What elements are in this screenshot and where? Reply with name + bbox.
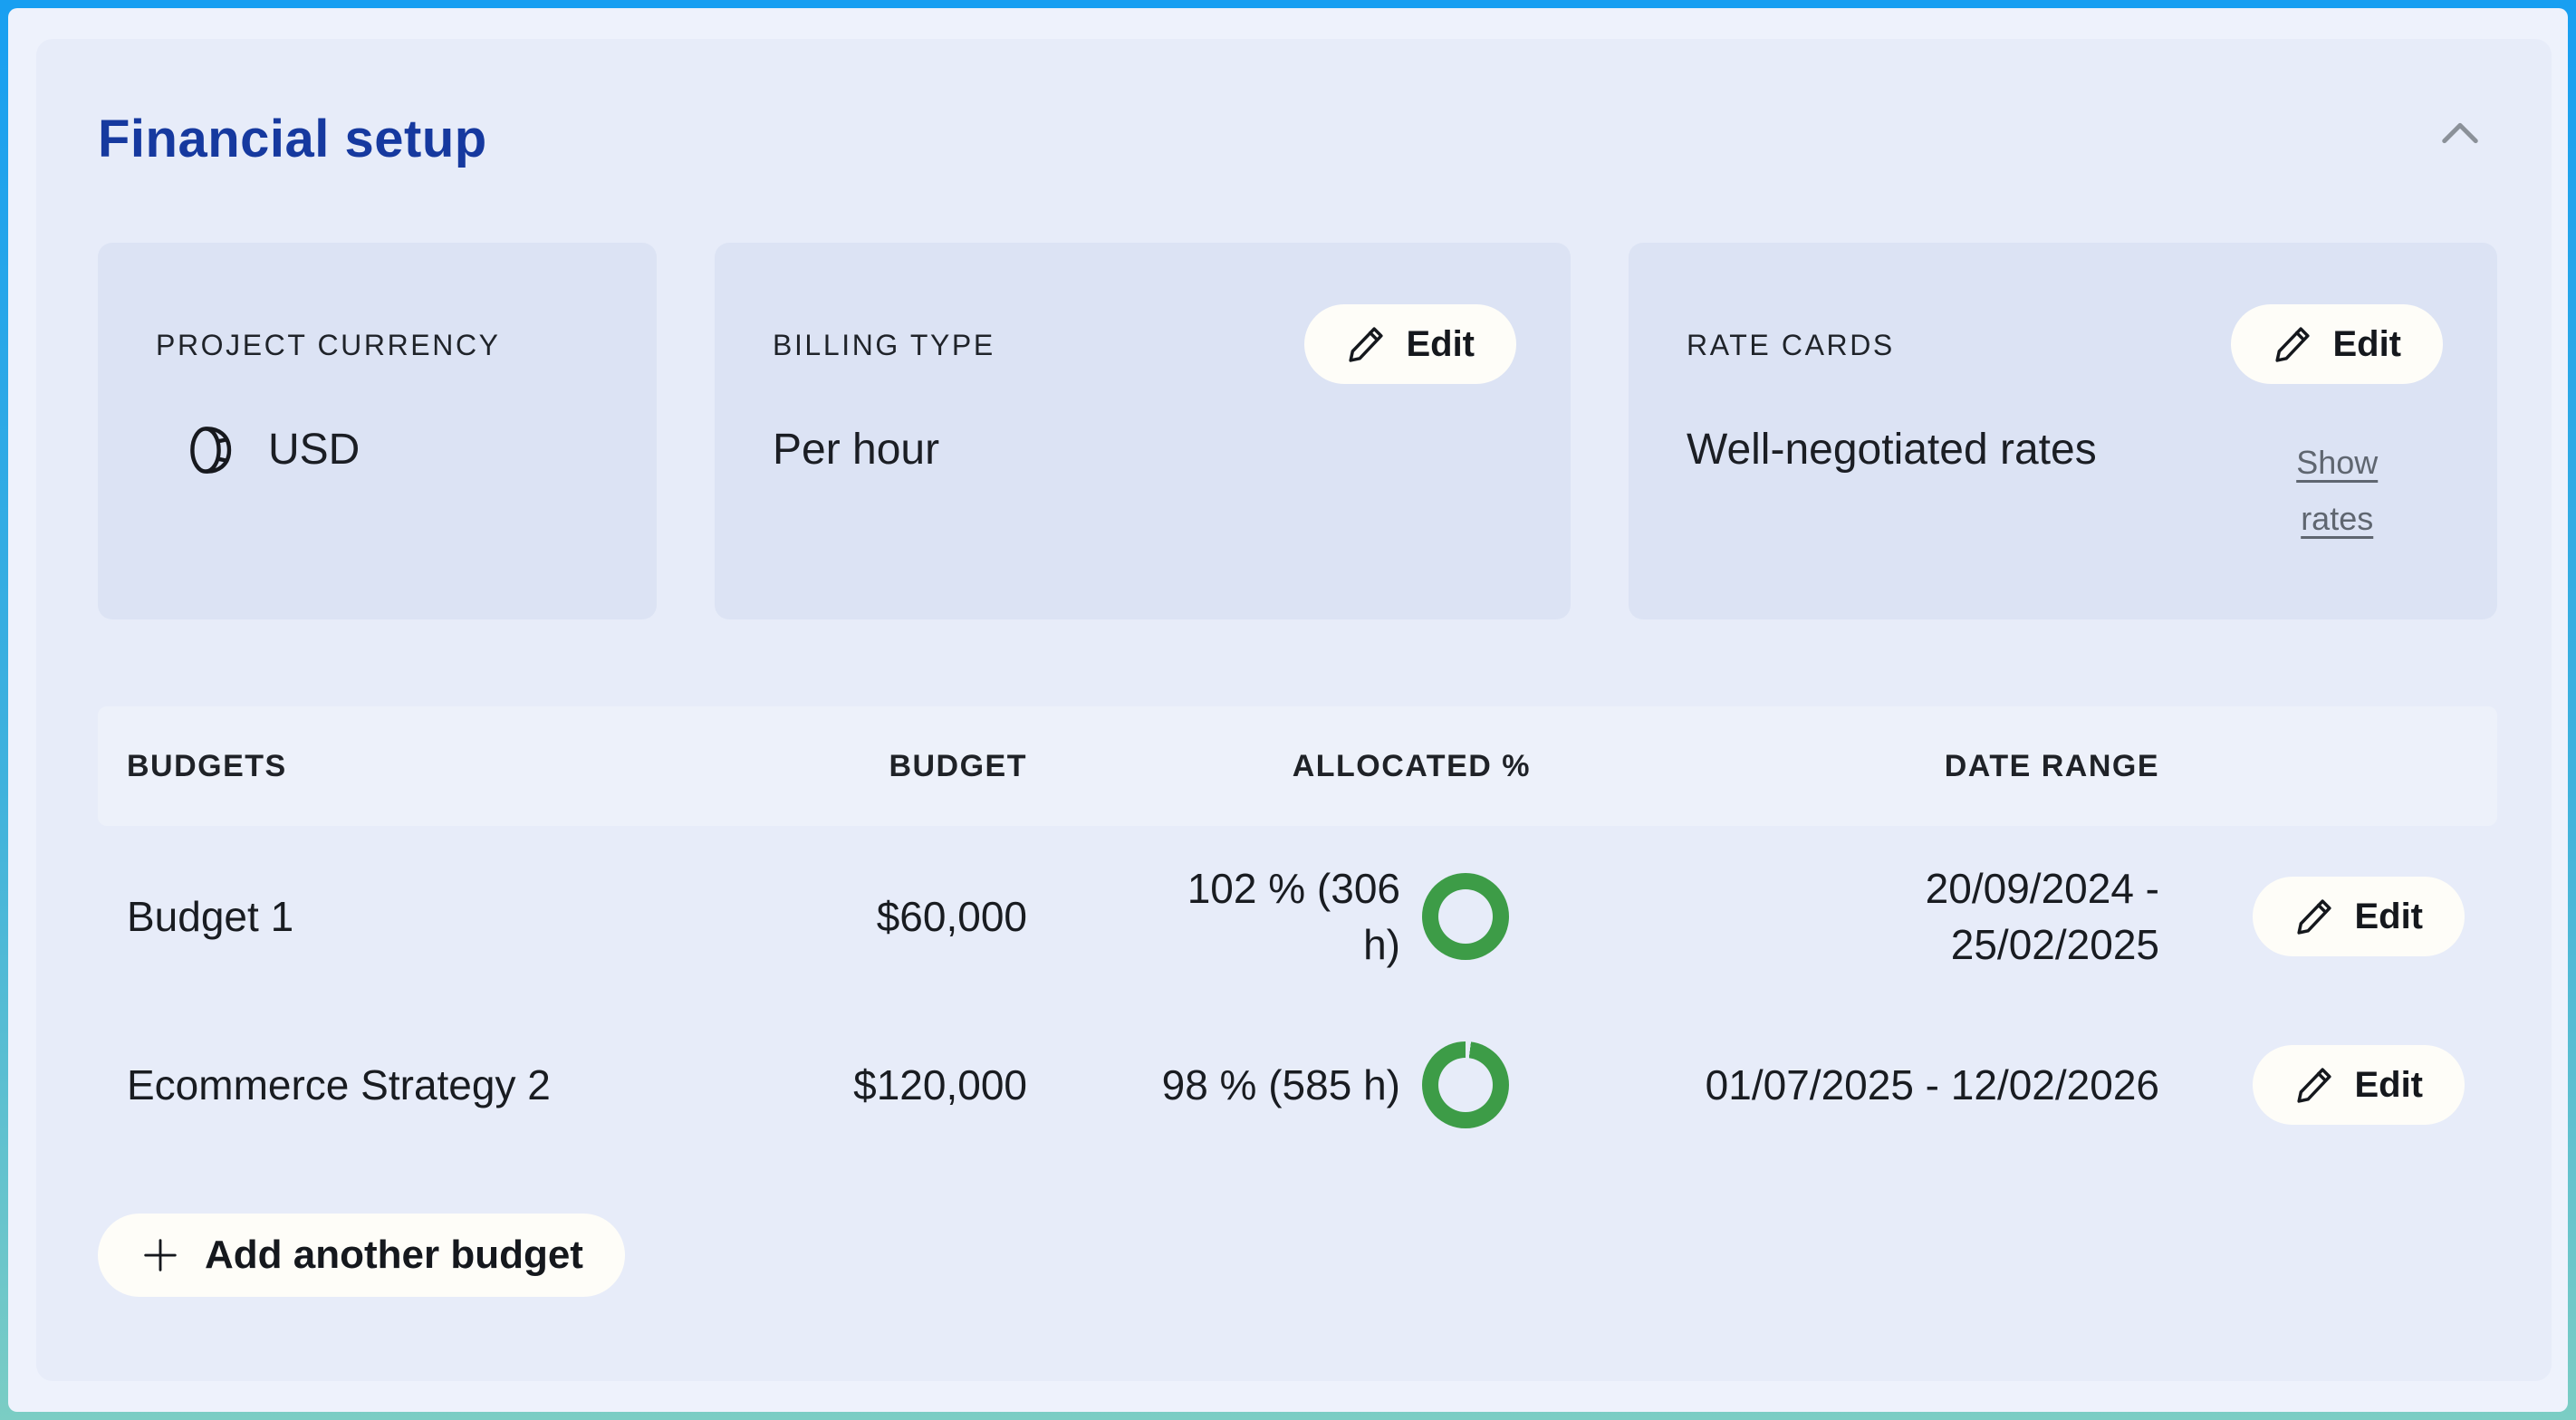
pencil-icon: [2294, 897, 2334, 936]
budgets-table-header: BUDGETS BUDGET ALLOCATED % DATE RANGE: [98, 706, 2497, 826]
budget-name: Ecommerce Strategy 2: [127, 1061, 551, 1108]
rate-cards-actions: Edit Show rates: [2231, 304, 2443, 547]
budget-amount: $120,000: [853, 1061, 1027, 1108]
edit-button-label: Edit: [1406, 323, 1475, 364]
plus-icon: [139, 1234, 181, 1276]
billing-type-tile: BILLING TYPE Per hour Edit: [715, 243, 1571, 619]
edit-button-label: Edit: [2354, 896, 2423, 936]
chevron-up-icon: [2439, 122, 2481, 149]
rate-cards-value: Well-negotiated rates: [1687, 426, 2097, 474]
budget-amount: $60,000: [876, 893, 1027, 940]
project-currency-content: PROJECT CURRENCY USD: [156, 304, 501, 489]
rate-cards-content: RATE CARDS Well-negotiated rates: [1687, 304, 2097, 489]
date-range: 01/07/2025 - 12/02/2026: [1705, 1061, 2159, 1108]
card-header: Financial setup: [98, 107, 2497, 172]
project-currency-value-row: USD: [156, 411, 501, 489]
billing-type-edit-button[interactable]: Edit: [1304, 304, 1516, 384]
billing-type-content: BILLING TYPE Per hour: [773, 304, 995, 489]
collapse-section-button[interactable]: [2439, 120, 2481, 147]
allocated-percent: 102 % (306 h): [1187, 865, 1400, 968]
header-budgets: BUDGETS: [127, 748, 287, 783]
table-row: Ecommerce Strategy 2 $120,000 98 % (585 …: [98, 1007, 2497, 1163]
show-rates-link[interactable]: Show rates: [2296, 444, 2379, 537]
billing-type-actions: Edit: [1304, 304, 1516, 384]
header-budget: BUDGET: [889, 748, 1027, 783]
date-range: 20/09/2024 - 25/02/2025: [1925, 865, 2159, 968]
page-background-panel: Financial setup PROJECT CURRENCY: [8, 8, 2568, 1412]
rate-cards-edit-button[interactable]: Edit: [2231, 304, 2443, 384]
row-actions: Edit: [2159, 877, 2497, 956]
header-date-range: DATE RANGE: [1944, 748, 2159, 783]
budget-edit-button[interactable]: Edit: [2253, 877, 2465, 956]
budget-edit-button[interactable]: Edit: [2253, 1045, 2465, 1125]
budget-name: Budget 1: [127, 893, 294, 940]
info-tiles: PROJECT CURRENCY USD: [98, 243, 2497, 619]
pencil-icon: [2294, 1065, 2334, 1105]
billing-type-value: Per hour: [773, 426, 940, 474]
project-currency-tile: PROJECT CURRENCY USD: [98, 243, 657, 619]
currency-code: USD: [268, 426, 360, 474]
allocation-donut-cell: [1400, 873, 1531, 960]
coin-icon: [188, 423, 234, 477]
add-another-budget-button[interactable]: Add another budget: [98, 1214, 625, 1297]
edit-button-label: Edit: [2332, 323, 2401, 364]
table-row: Budget 1 $60,000 102 % (306 h) 20/09/202…: [98, 826, 2497, 1007]
billing-type-label: BILLING TYPE: [773, 328, 995, 361]
edit-button-label: Edit: [2354, 1064, 2423, 1105]
rate-cards-tile: RATE CARDS Well-negotiated rates Edit: [1629, 243, 2497, 619]
section-title: Financial setup: [98, 110, 487, 168]
row-actions: Edit: [2159, 1045, 2497, 1125]
allocated-percent: 98 % (585 h): [1161, 1061, 1400, 1108]
financial-setup-card: Financial setup PROJECT CURRENCY: [36, 39, 2552, 1381]
project-currency-label: PROJECT CURRENCY: [156, 328, 501, 361]
rate-cards-label: RATE CARDS: [1687, 328, 1895, 361]
allocation-donut-cell: [1400, 1041, 1531, 1128]
header-allocated: ALLOCATED %: [1292, 748, 1531, 783]
budgets-table: BUDGETS BUDGET ALLOCATED % DATE RANGE Bu…: [98, 706, 2497, 1297]
pencil-icon: [2273, 324, 2312, 364]
allocation-donut-indicator: [1422, 873, 1509, 960]
add-button-label: Add another budget: [205, 1233, 583, 1277]
allocation-donut-indicator: [1422, 1041, 1509, 1128]
pencil-icon: [1346, 324, 1386, 364]
